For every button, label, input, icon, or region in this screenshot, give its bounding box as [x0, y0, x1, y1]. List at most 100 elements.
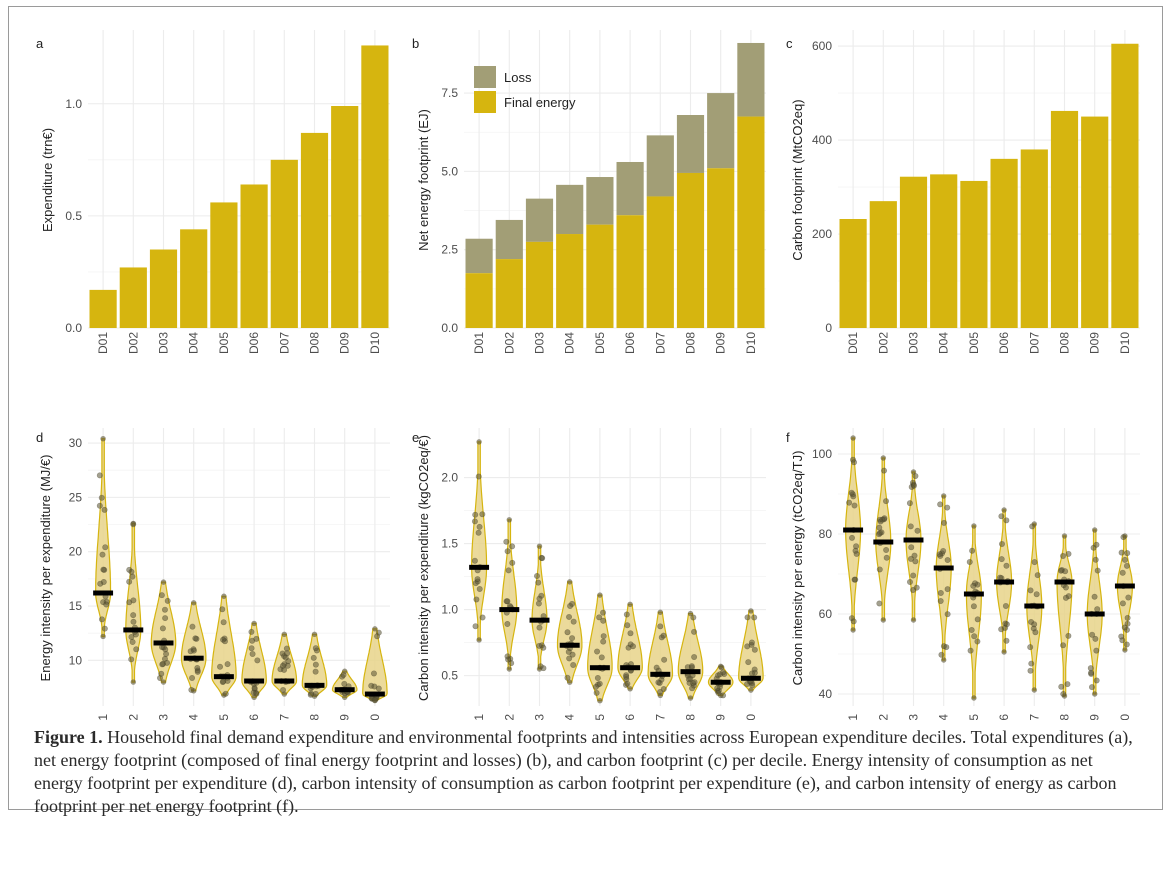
- bar-final-energy-D10: [737, 116, 765, 328]
- data-point: [876, 524, 883, 531]
- x-tick-label: D07: [1027, 332, 1041, 354]
- bar-D06: [990, 158, 1018, 328]
- data-point: [908, 544, 915, 551]
- data-point: [1121, 624, 1128, 631]
- data-point: [505, 656, 512, 663]
- median-marker-D08: [304, 682, 325, 688]
- y-axis-title: Carbon intensity per energy (tCO2eq/TJ): [790, 451, 805, 686]
- data-point: [1124, 620, 1131, 627]
- caption-text: Household final demand expenditure and e…: [34, 727, 1133, 816]
- x-tick-label: D06: [623, 332, 637, 354]
- x-tick-label: D07: [277, 332, 291, 354]
- data-point: [623, 673, 630, 680]
- violin-D06: [241, 620, 267, 701]
- data-point: [1065, 632, 1072, 639]
- bar-D05: [210, 202, 238, 328]
- data-point: [476, 439, 482, 445]
- panel-f: f 40 60 80 100 Carbon intensity per energy (t…: [786, 428, 1140, 720]
- bar-D07: [1020, 149, 1048, 328]
- y-tick-label: 7.5: [441, 86, 458, 100]
- data-point: [880, 617, 886, 623]
- data-point: [342, 694, 348, 701]
- x-tick-label: D01: [846, 332, 860, 354]
- data-point: [97, 580, 104, 587]
- violin-D06: [617, 601, 643, 692]
- data-point: [570, 661, 577, 668]
- bar-D10: [1111, 43, 1139, 328]
- data-point: [691, 628, 698, 635]
- x-tick-label: D09: [714, 714, 728, 720]
- violin-shape: [470, 441, 488, 641]
- data-point: [1093, 647, 1100, 654]
- data-point: [1058, 683, 1065, 690]
- data-point: [687, 610, 694, 617]
- data-point: [566, 655, 573, 662]
- data-point: [221, 692, 227, 698]
- data-point: [536, 595, 543, 602]
- data-point: [1092, 691, 1098, 697]
- data-point: [1062, 584, 1069, 591]
- data-point: [284, 662, 291, 669]
- data-point: [130, 612, 137, 619]
- data-point: [567, 579, 573, 585]
- x-tick-label: D10: [368, 714, 382, 720]
- y-tick-label: 15: [69, 599, 83, 613]
- data-point: [1087, 665, 1094, 672]
- panel-e: e 0.5 1.0 1.5 2.0 Carbon intensity per expend…: [412, 428, 766, 720]
- violin-D07: [647, 609, 674, 699]
- violin-D10: [1114, 533, 1135, 653]
- violin-D02: [873, 455, 894, 623]
- x-tick-label: D03: [907, 714, 921, 720]
- data-point: [217, 663, 224, 670]
- bar-loss-D06: [616, 161, 644, 216]
- data-point: [476, 523, 483, 530]
- data-point: [158, 670, 165, 677]
- data-point: [720, 669, 727, 676]
- data-point: [688, 663, 695, 670]
- data-point: [535, 579, 542, 586]
- x-tick-label: D06: [997, 332, 1011, 354]
- data-point: [1062, 568, 1069, 575]
- bar-final-energy-D04: [556, 234, 584, 328]
- violin-D08: [301, 631, 328, 699]
- data-point: [1027, 667, 1034, 674]
- data-point: [998, 626, 1005, 633]
- median-marker-D10: [364, 691, 385, 697]
- bar-D03: [149, 249, 178, 328]
- x-tick-label: D07: [277, 714, 291, 720]
- data-point: [1064, 681, 1071, 688]
- data-point: [99, 551, 106, 558]
- data-point: [192, 635, 199, 642]
- median-marker-D04: [183, 655, 204, 661]
- x-tick-label: D04: [187, 714, 201, 720]
- data-point: [1088, 684, 1095, 691]
- panel-c: c 0 200 400 600 Carbon footprint (MtCO2eq) D01…: [786, 30, 1140, 354]
- x-tick-label: D05: [217, 714, 231, 720]
- data-point: [570, 618, 577, 625]
- x-tick-label: D04: [563, 332, 577, 354]
- data-point: [248, 645, 255, 652]
- x-tick-label: D01: [96, 332, 110, 354]
- data-point: [691, 654, 698, 661]
- data-point: [941, 493, 947, 499]
- y-tick-label: 80: [819, 527, 833, 541]
- x-tick-label: D10: [1118, 714, 1132, 720]
- data-point: [312, 645, 319, 652]
- data-point: [944, 611, 951, 618]
- data-point: [101, 625, 108, 632]
- data-point: [600, 633, 607, 640]
- data-point: [536, 624, 543, 631]
- data-point: [1122, 647, 1128, 653]
- data-point: [536, 543, 543, 549]
- data-point: [159, 661, 166, 668]
- data-point: [567, 679, 573, 685]
- median-marker-D08: [1054, 579, 1075, 585]
- data-point: [1003, 637, 1010, 644]
- violin-shape: [531, 545, 548, 670]
- data-point: [1118, 633, 1125, 640]
- data-point: [538, 554, 545, 561]
- data-point: [911, 552, 918, 559]
- data-point: [479, 511, 486, 518]
- x-tick-label: D02: [126, 332, 140, 354]
- data-point: [1124, 550, 1131, 557]
